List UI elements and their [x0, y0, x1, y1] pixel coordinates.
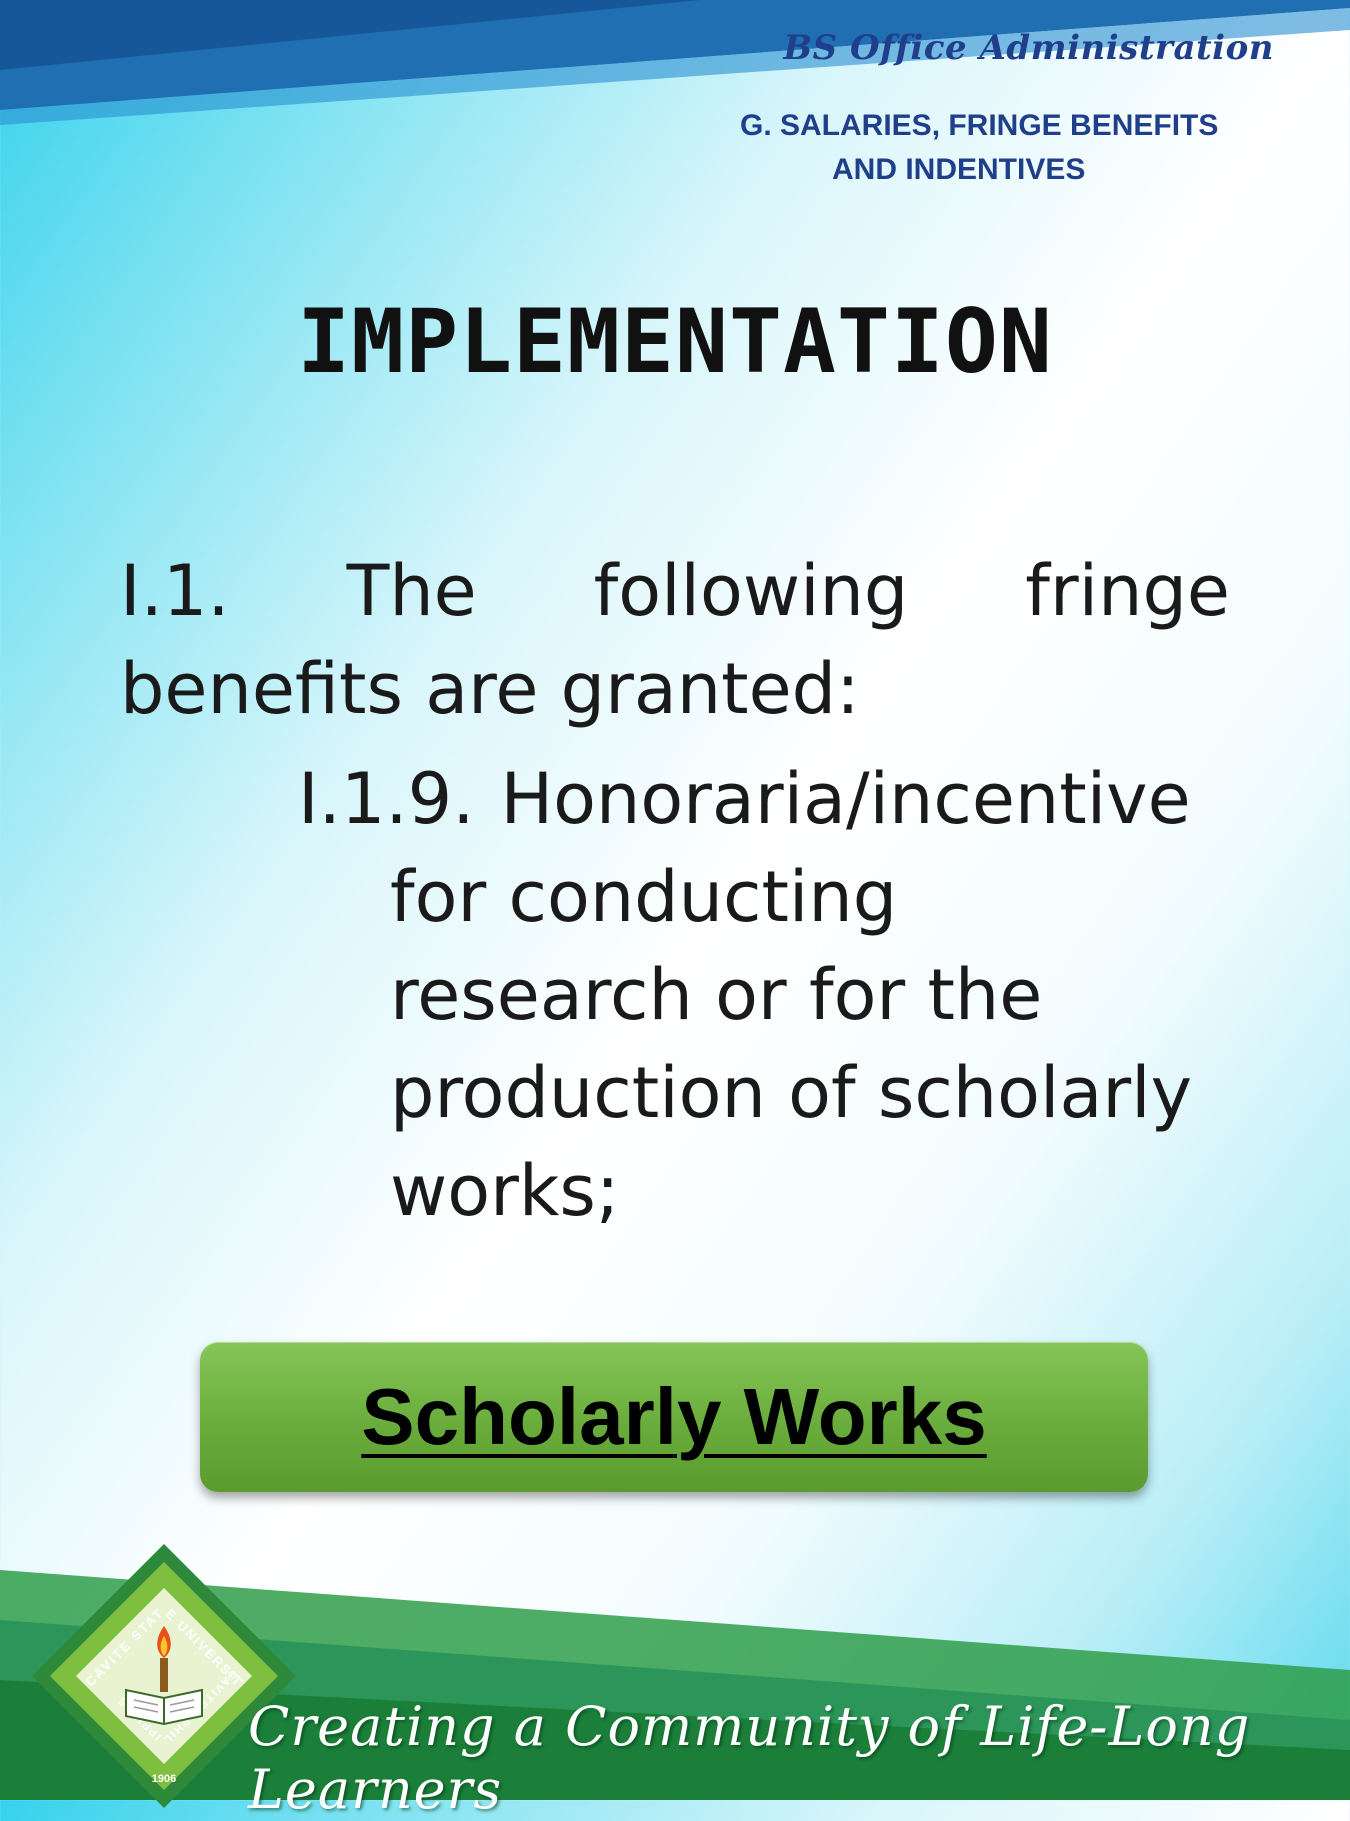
intro-word: fringe: [1025, 550, 1230, 632]
section-heading: G. SALARIES, FRINGE BENEFITS AND INDENTI…: [740, 104, 1280, 192]
open-book-icon: [125, 1688, 203, 1726]
program-name: BS Office Administration: [783, 28, 1274, 68]
intro-paragraph: I.1. The following fringe benefits are g…: [120, 542, 1230, 738]
item-text-line: works;: [390, 1150, 620, 1232]
seal-year: 1906: [152, 1773, 176, 1785]
top-decorative-band: [0, 0, 1350, 125]
section-heading-line-2: AND INDENTIVES: [832, 153, 1086, 186]
intro-word: The: [346, 550, 477, 632]
intro-line-2: benefits are granted:: [120, 648, 860, 730]
footer-tagline: Creating a Community of Life-Long Learne…: [248, 1695, 1251, 1821]
list-item: I.1.9. Honoraria/incentive for conducting…: [298, 750, 1238, 1240]
scholarly-works-button[interactable]: Scholarly Works: [200, 1342, 1148, 1492]
item-text-line: for conducting: [390, 856, 898, 938]
scholarly-works-label: Scholarly Works: [361, 1372, 987, 1461]
page-title: IMPLEMENTATION: [297, 290, 1053, 393]
intro-number: I.1.: [120, 550, 230, 632]
item-number: I.1.9.: [298, 758, 475, 840]
item-text-line: research or for the: [390, 954, 1043, 1036]
bottom-decorative-band: [0, 1570, 1350, 1800]
torch-icon: [157, 1626, 171, 1692]
item-text-first: Honoraria/incentive: [500, 758, 1191, 840]
university-seal-logo: CAVITE STATE UNIVERSITY CAVITE · PHILIPP…: [28, 1540, 296, 1808]
intro-word: following: [593, 550, 909, 632]
section-heading-line-1: G. SALARIES, FRINGE BENEFITS: [740, 109, 1219, 142]
item-text-line: production of scholarly: [390, 1052, 1192, 1134]
